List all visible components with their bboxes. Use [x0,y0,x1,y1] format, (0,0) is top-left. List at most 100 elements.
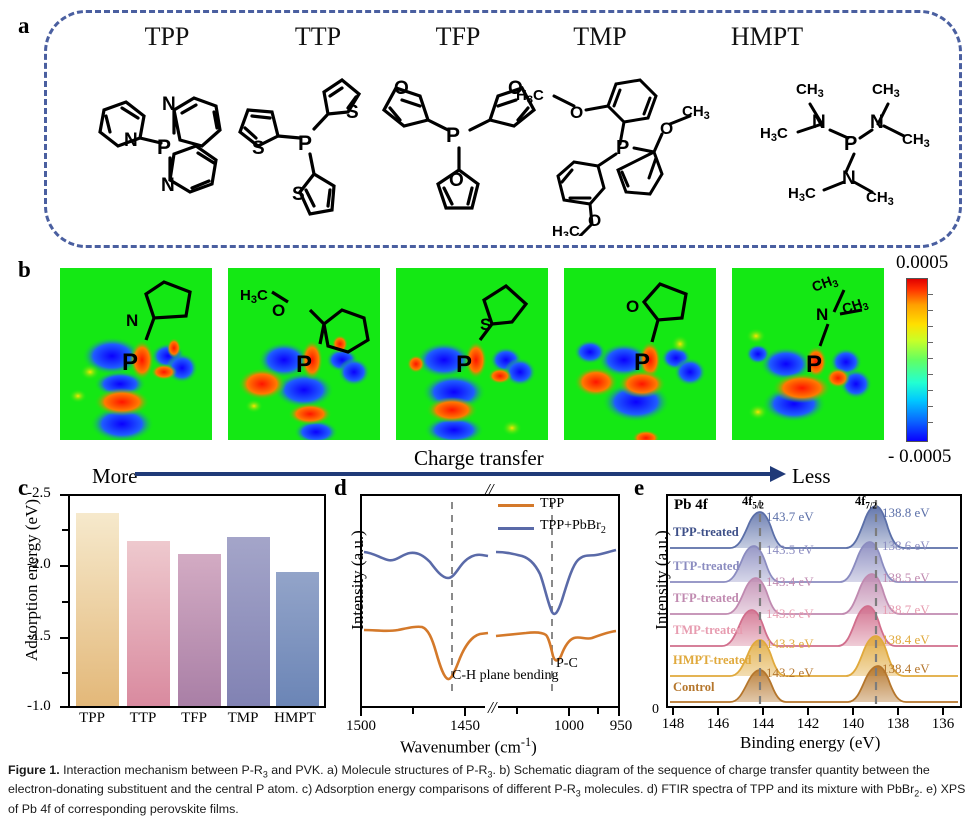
panel-label-a: a [18,13,30,38]
e-peak52-ttp: 143.5 eV [766,542,814,557]
e-series-label-ttp: TTP-treated [673,559,740,573]
svg-text:O: O [626,297,639,316]
d-legend-swatch-tpp [498,504,534,507]
d-x-axis-title: Wavenumber (cm-1) [400,735,537,757]
e-peak52-tmp: 143.6 eV [766,606,814,621]
svg-text:P: P [296,351,312,378]
panel-label-d: d [334,475,347,500]
panel-c-plot-frame [68,494,326,708]
atom-label-n-left: N [812,112,826,133]
svg-text:N: N [816,305,828,324]
e-orbital-label-4f52: 4f5/2 [742,494,764,511]
e-peak72-tfp: 138.5 eV [882,570,930,585]
atom-label-n-bottom: N [842,168,856,189]
structure-tfp: P O O O [381,78,537,210]
panel-d-plot-frame [360,494,620,708]
d-xtick-950: 950 [609,718,633,734]
group-label-ch3-1: CH3 [796,81,824,100]
atom-label-p: P [844,133,857,155]
arrow-label-less: Less [792,464,831,488]
e-peak52-hmpt: 143.3 eV [766,636,814,651]
group-label-h3c-5: H3C [788,185,816,204]
group-label-ch3-2: CH3 [682,103,710,122]
e-xtick-140: 140 [841,716,865,732]
e-peak52-control: 143.2 eV [766,665,814,680]
e-orbital-label-4f72: 4f7/2 [855,494,877,511]
svg-text:P: P [634,349,650,376]
atom-label-s-top: S [346,102,359,123]
bar-tpp [76,513,119,706]
atom-label-s-left: S [252,138,265,159]
e-peak52-tfp: 143.4 eV [766,574,814,589]
d-legend-label-tpp-pbbr2: TPP+PbBr2 [540,518,606,536]
panel-label-c: c [18,475,29,500]
bar-hmpt [276,572,319,706]
c-xtick-ttp: TTP [129,710,157,726]
e-series-label-tpp: TPP-treated [673,525,739,539]
d-y-axis-title: Intensity (a.u.) [348,530,367,630]
molecule-title-tfp: TFP [435,22,481,51]
atom-label-p: P [616,137,629,159]
atom-label-p: P [298,132,312,155]
colorbar-max-label: 0.0005 [896,252,949,273]
c-ytick-3: -1.0 [27,698,51,714]
group-label-ch3-4: CH3 [902,131,930,150]
atom-label-n-top: N [162,94,176,115]
svg-text:H3C: H3C [240,287,268,306]
atom-label-o-3: O [588,211,601,230]
arrow-label-more: More [92,464,138,488]
charge-transfer-title: Charge transfer [414,446,544,470]
svg-text:N: N [126,311,138,330]
group-label-ch3-2: CH3 [872,81,900,100]
e-peak72-ttp: 138.6 eV [882,538,930,553]
e-xtick-148: 148 [661,716,685,732]
d-xtick-1500: 1500 [346,718,376,734]
charge-density-map-tfp: O P [564,268,716,440]
svg-text:O: O [272,301,285,320]
c-xtick-tpp: TPP [79,710,105,726]
c-ytick-0: -2.5 [27,485,51,501]
charge-transfer-arrow-line [135,472,775,476]
c-y-axis-title: Adsorption energy (eV) [22,498,41,662]
e-xtick-138: 138 [886,716,910,732]
d-legend-swatch-tpp-pbbr2 [498,527,534,530]
d-xtick-1450: 1450 [450,718,480,734]
caption-prefix: Figure 1. [8,763,60,777]
atom-label-n-right: N [870,112,884,133]
charge-density-map-tmp: H3C O P [228,268,380,440]
e-y-origin-label: 0 [652,702,659,717]
bar-tmp [227,537,270,706]
e-y-axis-title: Intensity (a.u.) [652,530,671,630]
caption-body: Interaction mechanism between P-R3 and P… [8,763,966,816]
e-xtick-146: 146 [706,716,730,732]
svg-text:P: P [806,351,822,378]
group-label-ch3-6: CH3 [866,189,894,208]
e-peak72-tmp: 138.7 eV [882,602,930,617]
c-xtick-hmpt: HMPT [274,710,316,726]
panel-label-b: b [18,257,31,282]
panel-label-e: e [634,475,645,500]
c-xtick-tfp: TFP [181,710,207,726]
atom-label-s-bottom: S [292,184,305,205]
structure-ttp: P S S S [238,78,362,216]
molecule-title-tmp: TMP [573,22,627,51]
d-axis-break-bottom: // [485,698,499,718]
d-annotation-pc: P-C [556,656,578,671]
atom-label-o-2: O [660,119,673,138]
e-series-label-tfp: TFP-treated [673,591,739,605]
atom-label-n-bottom: N [161,175,175,196]
d-annotation-ch-bending: C-H plane bending [452,668,559,683]
svg-text:P: P [122,349,138,376]
e-plot-title: Pb 4f [674,497,708,513]
svg-text:P: P [456,351,472,378]
d-legend-label-tpp: TPP [540,496,565,511]
structure-tpp: P N N N [98,94,222,196]
c-ytick-2: -1.5 [27,628,51,644]
e-peak72-control: 138.4 eV [882,661,930,676]
c-xtick-tmp: TMP [227,710,259,726]
structure-hmpt: P N N N CH3 CH3 H3C CH3 H3C CH3 [760,81,930,208]
charge-density-map-tpp: N P [60,268,212,440]
e-series-label-tmp: TMP-treated [673,623,743,637]
e-xtick-142: 142 [796,716,820,732]
